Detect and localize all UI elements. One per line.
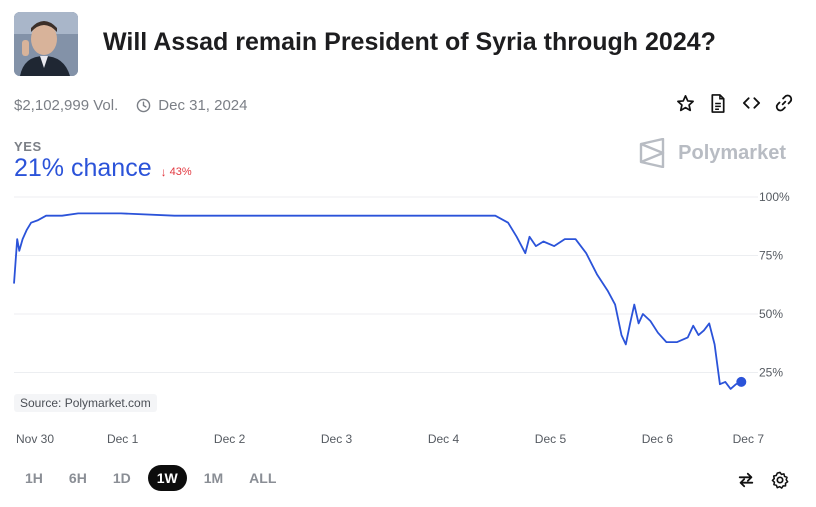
arrow-down-icon: ↓ bbox=[160, 165, 167, 179]
market-actions bbox=[675, 93, 794, 113]
series-line bbox=[13, 212, 742, 390]
market-image bbox=[14, 12, 78, 76]
change-badge: ↓ 43% bbox=[161, 165, 192, 179]
x-tick-label: Dec 1 bbox=[107, 432, 139, 446]
y-tick-label: 25% bbox=[759, 366, 783, 380]
link-icon[interactable] bbox=[774, 93, 794, 113]
end-date: Dec 31, 2024 bbox=[136, 97, 248, 114]
chance-row: 21% chance ↓ 43% bbox=[14, 154, 192, 183]
y-tick-label: 50% bbox=[759, 307, 783, 321]
polymarket-logo-icon bbox=[639, 138, 665, 168]
swap-icon[interactable] bbox=[736, 470, 756, 490]
time-range-6h[interactable]: 6H bbox=[68, 470, 87, 486]
time-range-1w[interactable]: 1W bbox=[147, 465, 187, 491]
x-tick-label: Dec 3 bbox=[321, 432, 353, 446]
document-icon[interactable] bbox=[708, 93, 728, 113]
chart-tools bbox=[736, 470, 790, 490]
change-text: 43% bbox=[169, 166, 192, 178]
y-tick-label: 100% bbox=[759, 190, 790, 204]
brand-watermark: Polymarket bbox=[638, 138, 786, 168]
code-icon[interactable] bbox=[741, 93, 761, 113]
outcome-label: YES bbox=[14, 139, 42, 154]
end-date-text: Dec 31, 2024 bbox=[158, 97, 248, 114]
time-range-selector: 1H 6H 1D 1W 1M ALL bbox=[16, 465, 285, 491]
y-tick-label: 75% bbox=[759, 249, 783, 263]
chance-text: 21% chance bbox=[14, 154, 152, 182]
x-tick-label: Dec 5 bbox=[535, 432, 567, 446]
time-range-1d[interactable]: 1D bbox=[112, 470, 131, 486]
x-tick-label: Dec 2 bbox=[214, 432, 246, 446]
x-tick-label: Dec 6 bbox=[642, 432, 674, 446]
volume-text: $2,102,999 Vol. bbox=[14, 97, 119, 114]
settings-icon[interactable] bbox=[770, 470, 790, 490]
market-title: Will Assad remain President of Syria thr… bbox=[103, 28, 716, 56]
x-tick-label: Nov 30 bbox=[16, 432, 54, 446]
time-range-1h[interactable]: 1H bbox=[25, 470, 43, 486]
chart-source: Source: Polymarket.com bbox=[14, 394, 157, 412]
price-chart[interactable]: 100% 75% 50% 25% Nov 30 Dec 1 Dec 2 Dec 3 Dec 4 D… bbox=[0, 180, 816, 450]
brand-name: Polymarket bbox=[678, 141, 786, 164]
current-value-dot bbox=[736, 376, 747, 387]
market-meta: $2,102,999 Vol. Dec 31, 2024 bbox=[14, 97, 248, 114]
time-range-all[interactable]: ALL bbox=[249, 470, 277, 486]
star-icon[interactable] bbox=[675, 93, 695, 113]
clock-icon bbox=[136, 98, 151, 113]
time-range-1m[interactable]: 1M bbox=[203, 470, 224, 486]
x-tick-label: Dec 4 bbox=[428, 432, 460, 446]
x-tick-label: Dec 7 bbox=[733, 432, 765, 446]
